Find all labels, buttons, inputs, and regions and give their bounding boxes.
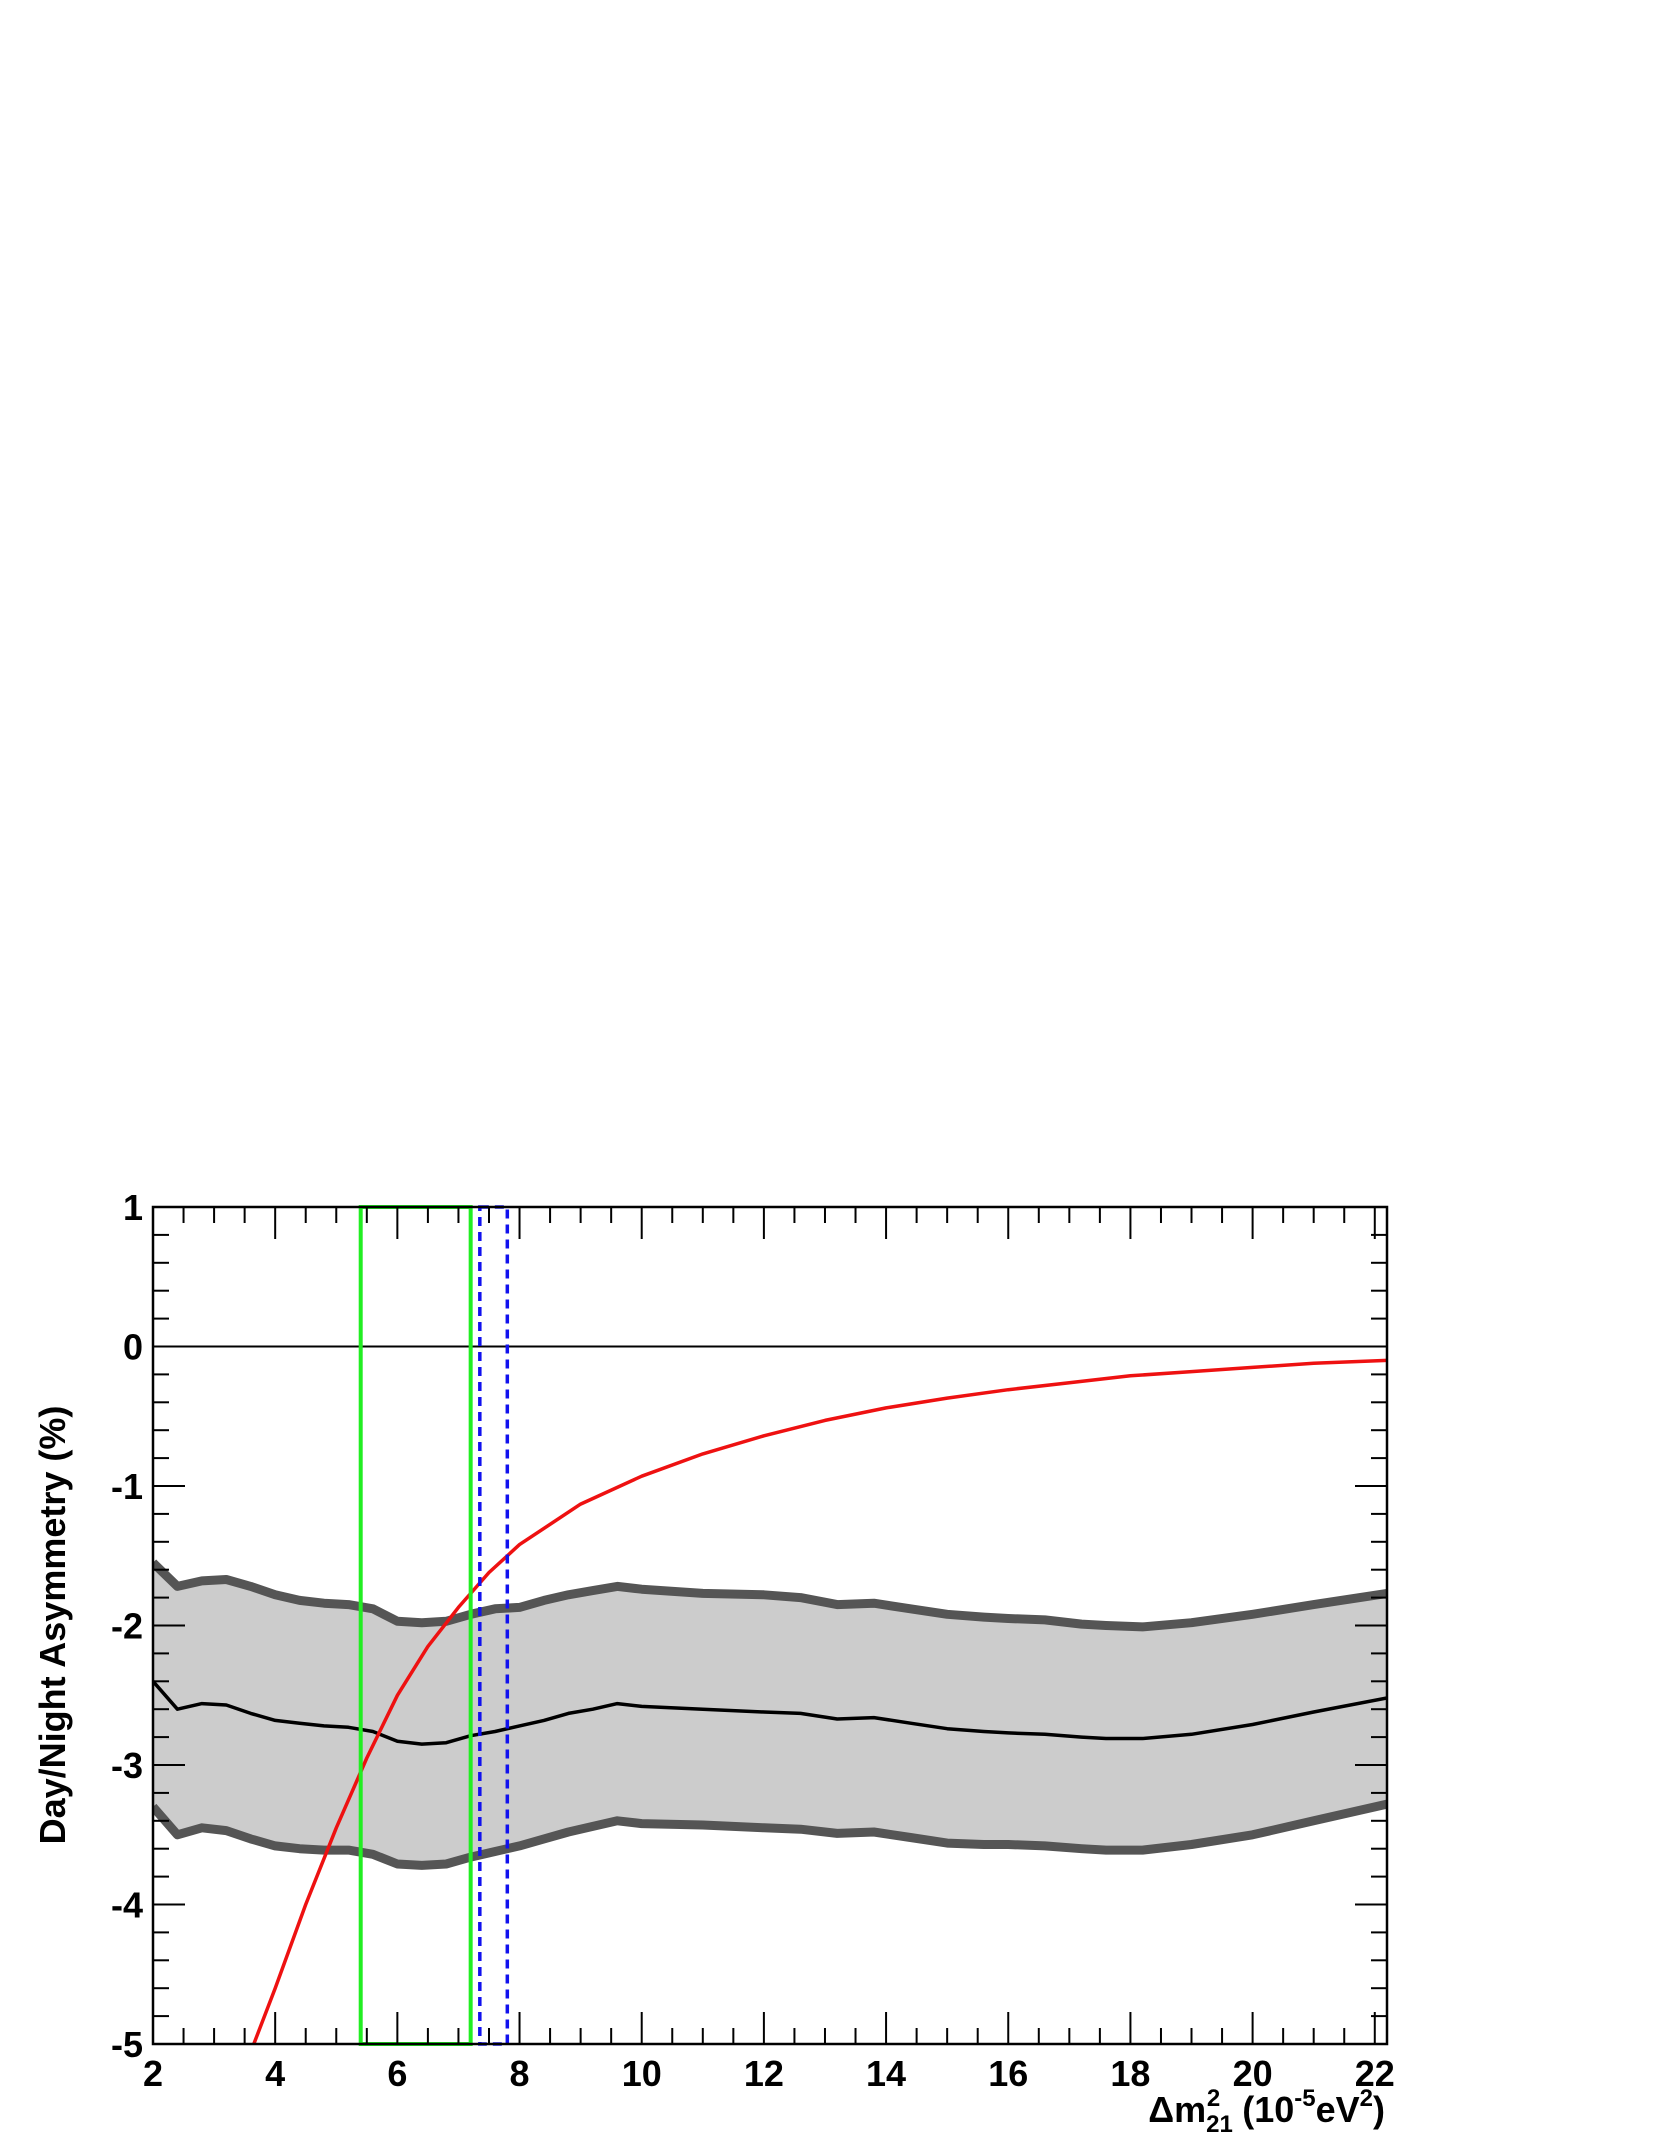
x-tick-label: 22 — [1355, 2053, 1395, 2094]
ticks-layer — [152, 1206, 1387, 2045]
x-axis-title-suffix: ) — [1373, 2089, 1385, 2130]
x-axis-title-unit-sup: 2 — [1360, 2085, 1373, 2112]
x-axis-title: Δm212 (10-5eV2) — [1148, 2085, 1385, 2138]
x-axis-title-middle: (10 — [1232, 2089, 1294, 2130]
y-tick-label: -1 — [111, 1466, 143, 1507]
central-line — [153, 1680, 1387, 1746]
x-tick-label: 10 — [622, 2053, 662, 2094]
x-tick-label: 2 — [143, 2053, 163, 2094]
x-tick-label: 8 — [510, 2053, 530, 2094]
x-axis-title-prefix: Δm — [1148, 2089, 1206, 2130]
band-upper-edge — [153, 1559, 1387, 1632]
x-tick-label: 4 — [265, 2053, 285, 2094]
x-tick-label: 12 — [744, 2053, 784, 2094]
x-axis-title-exp: -5 — [1294, 2085, 1315, 2112]
x-tick-label: 18 — [1110, 2053, 1150, 2094]
x-tick-label: 14 — [866, 2053, 906, 2094]
y-tick-label: -2 — [111, 1606, 143, 1647]
tick-labels-layer: 2 4 6 8 10 12 14 16 18 20 22 -5 -4 -3 -2 -1 0 1 — [111, 1187, 1395, 2094]
x-axis-title-sup: 2 — [1207, 2085, 1220, 2112]
y-tick-label: -5 — [111, 2024, 143, 2065]
y-tick-label: -4 — [111, 1885, 143, 1926]
band-lower-edge — [153, 1799, 1387, 1870]
x-axis-title-unit: eV — [1316, 2089, 1360, 2130]
x-tick-label: 20 — [1233, 2053, 1273, 2094]
curves-layer — [153, 1345, 1387, 2044]
y-tick-label: 1 — [123, 1187, 143, 1228]
uncertainty-band-layer — [153, 1562, 1387, 1866]
x-tick-label: 6 — [387, 2053, 407, 2094]
x-tick-label: 16 — [988, 2053, 1028, 2094]
uncertainty-band — [153, 1562, 1387, 1866]
x-axis-title-sub: 21 — [1206, 2111, 1233, 2138]
y-axis-title: Day/Night Asymmetry (%) — [32, 1406, 73, 1845]
y-tick-label: -3 — [111, 1745, 143, 1786]
y-tick-label: 0 — [123, 1327, 143, 1368]
